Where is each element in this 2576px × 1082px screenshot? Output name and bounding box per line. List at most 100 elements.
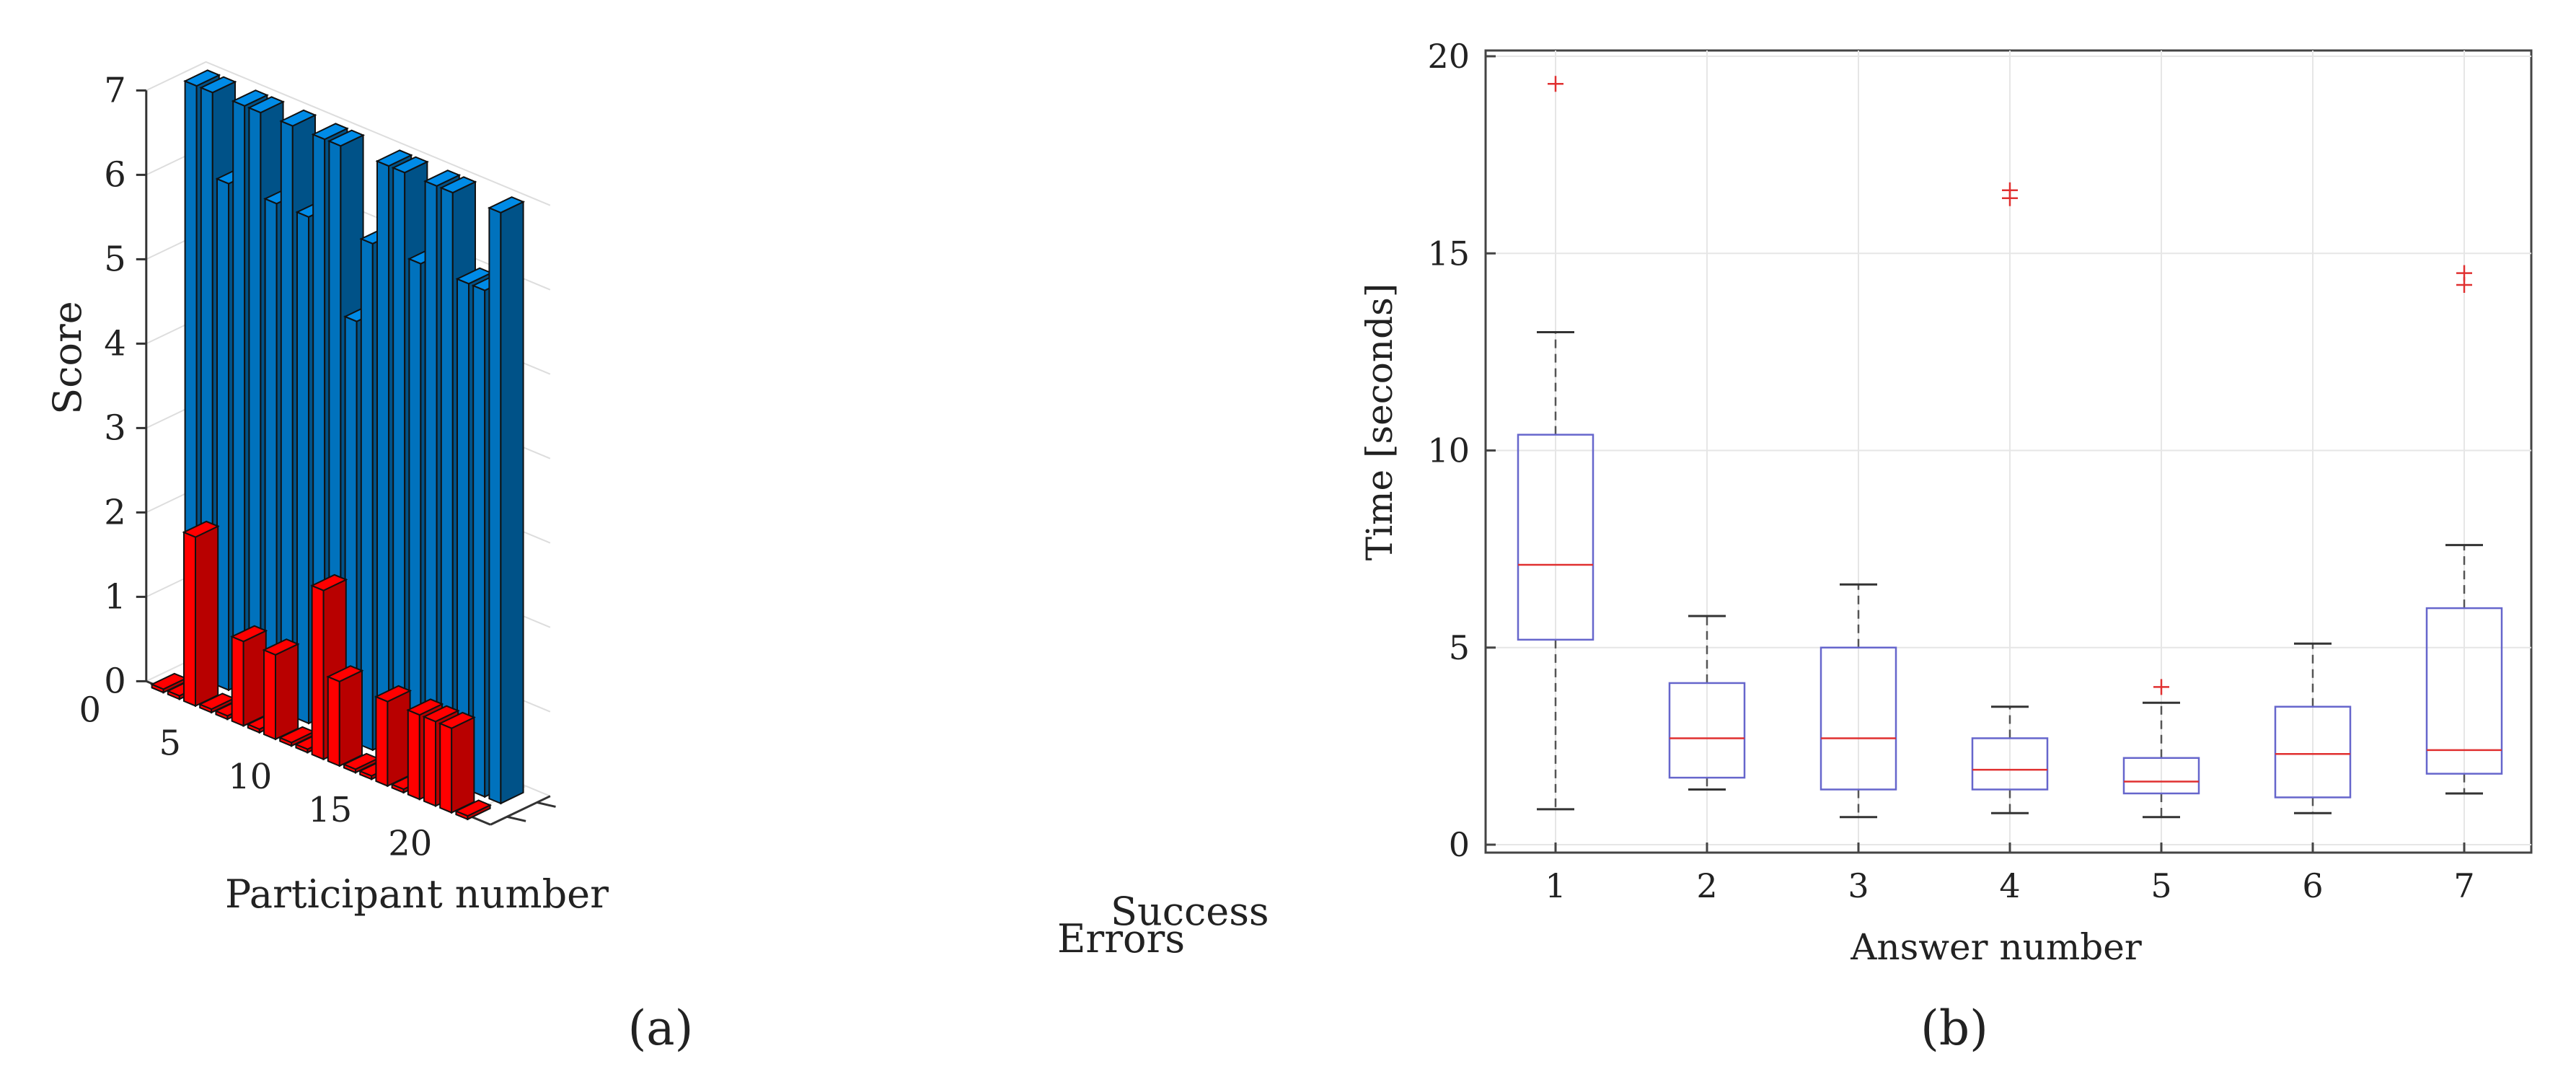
z-tick-label: 7 — [104, 70, 126, 110]
row-tick-mark — [537, 801, 556, 808]
y-tick-label: 0 — [1449, 825, 1470, 864]
bar-front-face — [472, 284, 486, 799]
bar-front-face — [392, 167, 406, 765]
y-tick-label: 10 — [1427, 431, 1470, 470]
row-tick-mark — [506, 815, 526, 822]
errors-bar — [454, 799, 493, 821]
errors-bar — [182, 520, 220, 708]
bar-front-face — [423, 716, 436, 807]
bar-top-face — [391, 156, 429, 174]
x-tick-label: 7 — [2453, 866, 2474, 905]
bar-front-face — [407, 708, 420, 801]
bar-side-face — [275, 643, 299, 741]
z-tick-label: 1 — [104, 576, 126, 617]
panel-a-bars — [150, 69, 526, 821]
panel-a-z-axis-label: Score — [45, 301, 90, 415]
panel-a-x-axis-label: Participant number — [225, 871, 609, 917]
bar-top-face — [423, 170, 462, 187]
bar-front-face — [311, 584, 325, 761]
z-tick-label: 6 — [104, 154, 126, 195]
bar-side-face — [387, 690, 411, 788]
y-tick-label: 15 — [1427, 234, 1470, 273]
box-answer-4 — [1971, 182, 2049, 814]
box-answer-6 — [2274, 642, 2352, 814]
x-tick-label: 5 — [2151, 866, 2171, 905]
outlier-marker — [1548, 76, 1563, 92]
bar-top-face — [375, 149, 413, 167]
bar-top-face — [231, 89, 269, 107]
bar-top-face — [262, 638, 300, 656]
box-answer-5 — [2122, 679, 2200, 819]
iqr-box — [2425, 607, 2503, 775]
bar-front-face — [231, 635, 244, 727]
bar-front-face — [440, 186, 454, 785]
bar-side-face — [500, 201, 524, 805]
panel-b-y-axis-label: Time [seconds] — [1359, 283, 1401, 560]
x-tick-label: 6 — [2302, 866, 2323, 905]
bar-side-face — [195, 525, 219, 708]
bar-front-face — [264, 198, 278, 711]
bar-top-face — [406, 698, 444, 716]
y-axis-line — [490, 795, 551, 826]
bar-top-face — [182, 520, 220, 538]
bar-front-face — [424, 180, 438, 778]
bar-front-face — [263, 648, 276, 741]
bar-top-face — [279, 109, 317, 127]
errors-bar — [262, 638, 300, 741]
x-tick-label: 4 — [1999, 866, 2020, 905]
panel-b-box-plot: 0 5 10 15 20 1 2 3 4 5 6 7 Time [seconds] Answer nu… — [1359, 37, 2533, 1056]
errors-bar — [374, 685, 413, 788]
x-tick-label: 2 — [1696, 866, 1717, 905]
bar-front-face — [408, 258, 422, 772]
y-tick-label: 20 — [1427, 37, 1470, 76]
panel-b-boxes — [1517, 76, 2503, 819]
panel-b-x-axis-label: Answer number — [1850, 926, 2142, 968]
outlier-marker — [2456, 265, 2472, 281]
bar-front-face — [248, 106, 262, 705]
bar-top-face — [230, 625, 268, 643]
iqr-box — [1668, 682, 1746, 779]
bar-front-face — [216, 177, 229, 692]
errors-bar — [278, 726, 316, 747]
x-tick-label: 10 — [228, 757, 272, 797]
bar-front-face — [327, 675, 340, 767]
panel-b-plot-frame — [1484, 49, 2533, 854]
bar-top-face — [439, 176, 477, 194]
bar-top-face — [487, 196, 526, 214]
bar-front-face — [360, 237, 374, 752]
bar-side-face — [242, 629, 267, 727]
x-tick-label: 0 — [79, 690, 102, 730]
z-tick-label: 4 — [104, 323, 126, 364]
bar-front-face — [375, 695, 389, 788]
iqr-box — [2274, 705, 2352, 799]
z-tick-label: 0 — [104, 661, 126, 701]
iqr-box — [1819, 646, 1897, 791]
box-answer-3 — [1819, 583, 1897, 819]
legend-success-label: Success — [1111, 889, 1269, 934]
bar-front-face — [232, 100, 246, 698]
bar-top-face — [326, 665, 364, 682]
panel-b-tick-labels: 0 5 10 15 20 1 2 3 4 5 6 7 — [1427, 37, 2474, 905]
errors-bar — [438, 711, 476, 814]
bar-top-face — [311, 123, 349, 141]
box-answer-7 — [2425, 265, 2503, 795]
outlier-marker — [2153, 679, 2169, 695]
bar-front-face — [488, 206, 502, 805]
iqr-box — [1517, 434, 1594, 641]
iqr-box — [1971, 737, 2049, 791]
box-answer-2 — [1668, 615, 1746, 791]
x-tick-label: 5 — [159, 723, 182, 764]
panel-b-caption: (b) — [1920, 1000, 1988, 1056]
errors-bar — [230, 625, 268, 727]
bar-side-face — [338, 669, 363, 767]
bar-top-face — [454, 799, 493, 817]
x-tick-label: 3 — [1848, 866, 1869, 905]
errors-bar — [326, 665, 364, 767]
outlier-marker — [2002, 182, 2018, 198]
bar-top-face — [247, 96, 286, 114]
panel-b-gridlines — [1486, 50, 2531, 853]
bar-front-face — [280, 120, 294, 718]
